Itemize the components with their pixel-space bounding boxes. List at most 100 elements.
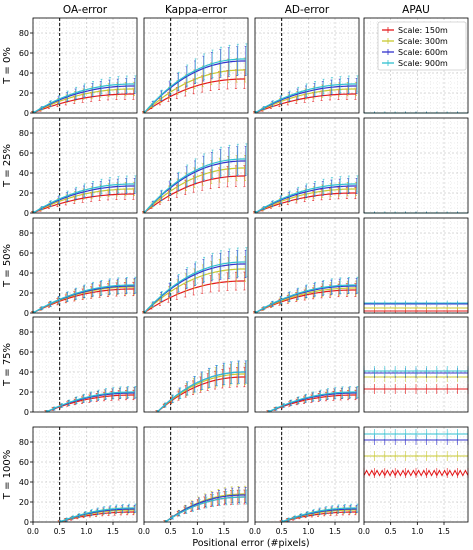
series-line xyxy=(59,507,135,523)
plot-area xyxy=(255,118,359,213)
panel-frame xyxy=(254,17,360,114)
panel: 0 20 40 60 80 xyxy=(19,117,138,218)
panel xyxy=(363,217,469,314)
panel: 0.0 0.5 1.0 1.5 xyxy=(249,426,360,536)
x-tick-label: 1.5 xyxy=(218,527,230,536)
plot-area xyxy=(33,218,137,313)
x-tick-label: 1.0 xyxy=(302,527,314,536)
y-tick-label: 60 xyxy=(19,149,29,158)
plot-area xyxy=(144,317,248,412)
panel: 0.0 0.5 1.0 1.5 xyxy=(138,426,249,536)
panels-layer: 0 20 40 60 80 0 20 40 60 80 0 20 40 60 80 0 20 40 60 80 0 20 4… xyxy=(19,17,469,536)
x-tick-label: 1.5 xyxy=(438,527,450,536)
y-tick-label: 80 xyxy=(19,438,29,447)
series-line xyxy=(143,58,246,114)
x-tick-label: 0.0 xyxy=(138,527,150,536)
panel-frame xyxy=(32,17,138,114)
series-line xyxy=(254,183,357,214)
plot-area xyxy=(364,218,468,313)
panel: 0 20 40 60 80 xyxy=(19,217,138,318)
plot-area xyxy=(144,218,248,313)
series-line xyxy=(46,391,135,413)
x-tick-label: 1.5 xyxy=(107,527,119,536)
panel-frame xyxy=(363,117,469,214)
legend-entry: Scale: 600m xyxy=(398,48,448,57)
legend: Scale: 150m Scale: 300m Scale: 600m Scale: … xyxy=(377,21,467,71)
series-line xyxy=(32,185,135,214)
panel-frame xyxy=(143,426,249,523)
row-label: T = 25% xyxy=(2,144,13,188)
panel-frame xyxy=(363,316,469,413)
panel: 0 20 40 60 80 0.0 0.5 1.0 1.5 xyxy=(19,426,138,536)
y-tick-label: 0 xyxy=(24,309,29,318)
x-tick-label: 1.5 xyxy=(329,527,341,536)
series-line xyxy=(143,158,246,214)
y-tick-label: 60 xyxy=(19,348,29,357)
y-tick-label: 40 xyxy=(19,478,29,487)
panel xyxy=(142,17,249,114)
legend-entry: Scale: 150m xyxy=(398,26,448,35)
series-line xyxy=(254,185,357,214)
y-tick-label: 40 xyxy=(19,368,29,377)
panel xyxy=(253,217,360,314)
y-tick-label: 80 xyxy=(19,229,29,238)
series-line xyxy=(32,83,135,114)
panel xyxy=(142,117,249,214)
y-tick-label: 40 xyxy=(19,69,29,78)
y-tick-label: 0 xyxy=(24,408,29,417)
panel-frame xyxy=(254,426,360,523)
x-tick-label: 1.0 xyxy=(191,527,203,536)
x-tick-label: 0.5 xyxy=(165,527,177,536)
y-tick-label: 60 xyxy=(19,249,29,258)
legend-entry: Scale: 900m xyxy=(398,59,448,68)
y-tick-label: 80 xyxy=(19,328,29,337)
row-label: T = 0% xyxy=(2,47,13,85)
plot-area xyxy=(33,118,137,213)
panel-frame xyxy=(363,17,469,114)
y-tick-label: 40 xyxy=(19,269,29,278)
column-title: AD-error xyxy=(285,4,330,16)
y-tick-label: 20 xyxy=(19,289,29,298)
x-tick-label: 1.0 xyxy=(411,527,423,536)
panel-frame xyxy=(143,217,249,314)
y-tick-label: 80 xyxy=(19,129,29,138)
series-line xyxy=(254,85,357,114)
series-line xyxy=(32,183,135,214)
plot-area xyxy=(364,118,468,213)
x-tick-label: 0.5 xyxy=(276,527,288,536)
panel xyxy=(253,117,360,214)
panel-frame xyxy=(254,117,360,214)
panel xyxy=(363,316,469,413)
panel: 0 20 40 60 80 xyxy=(19,316,138,417)
panel: 0.0 0.5 1.0 1.5 xyxy=(358,426,469,536)
x-tick-label: 0.5 xyxy=(385,527,397,536)
x-tick-label: 0.0 xyxy=(249,527,261,536)
series-line xyxy=(268,391,357,413)
plot-area xyxy=(144,427,248,522)
panel-frame xyxy=(143,17,249,114)
row-label: T = 75% xyxy=(2,343,13,387)
x-tick-label: 0.5 xyxy=(54,527,66,536)
y-tick-label: 60 xyxy=(19,49,29,58)
x-axis-label: Positional error (#pixels) xyxy=(192,538,309,549)
panel xyxy=(253,17,360,114)
y-tick-label: 20 xyxy=(19,189,29,198)
row-label: T = 100% xyxy=(2,450,13,500)
y-tick-label: 20 xyxy=(19,388,29,397)
panel-frame xyxy=(143,316,249,413)
y-tick-label: 0 xyxy=(24,109,29,118)
panel-frame xyxy=(32,117,138,214)
panel xyxy=(254,316,360,413)
plot-area xyxy=(255,218,359,313)
y-tick-label: 20 xyxy=(19,89,29,98)
column-title: OA-error xyxy=(63,4,108,16)
series-line xyxy=(156,371,246,413)
plot-area xyxy=(364,317,468,412)
y-tick-label: 0 xyxy=(24,518,29,527)
x-tick-label: 0.0 xyxy=(27,527,39,536)
y-tick-label: 40 xyxy=(19,169,29,178)
panel-frame xyxy=(32,316,138,413)
panel-frame xyxy=(32,426,138,523)
panel-frame xyxy=(254,217,360,314)
